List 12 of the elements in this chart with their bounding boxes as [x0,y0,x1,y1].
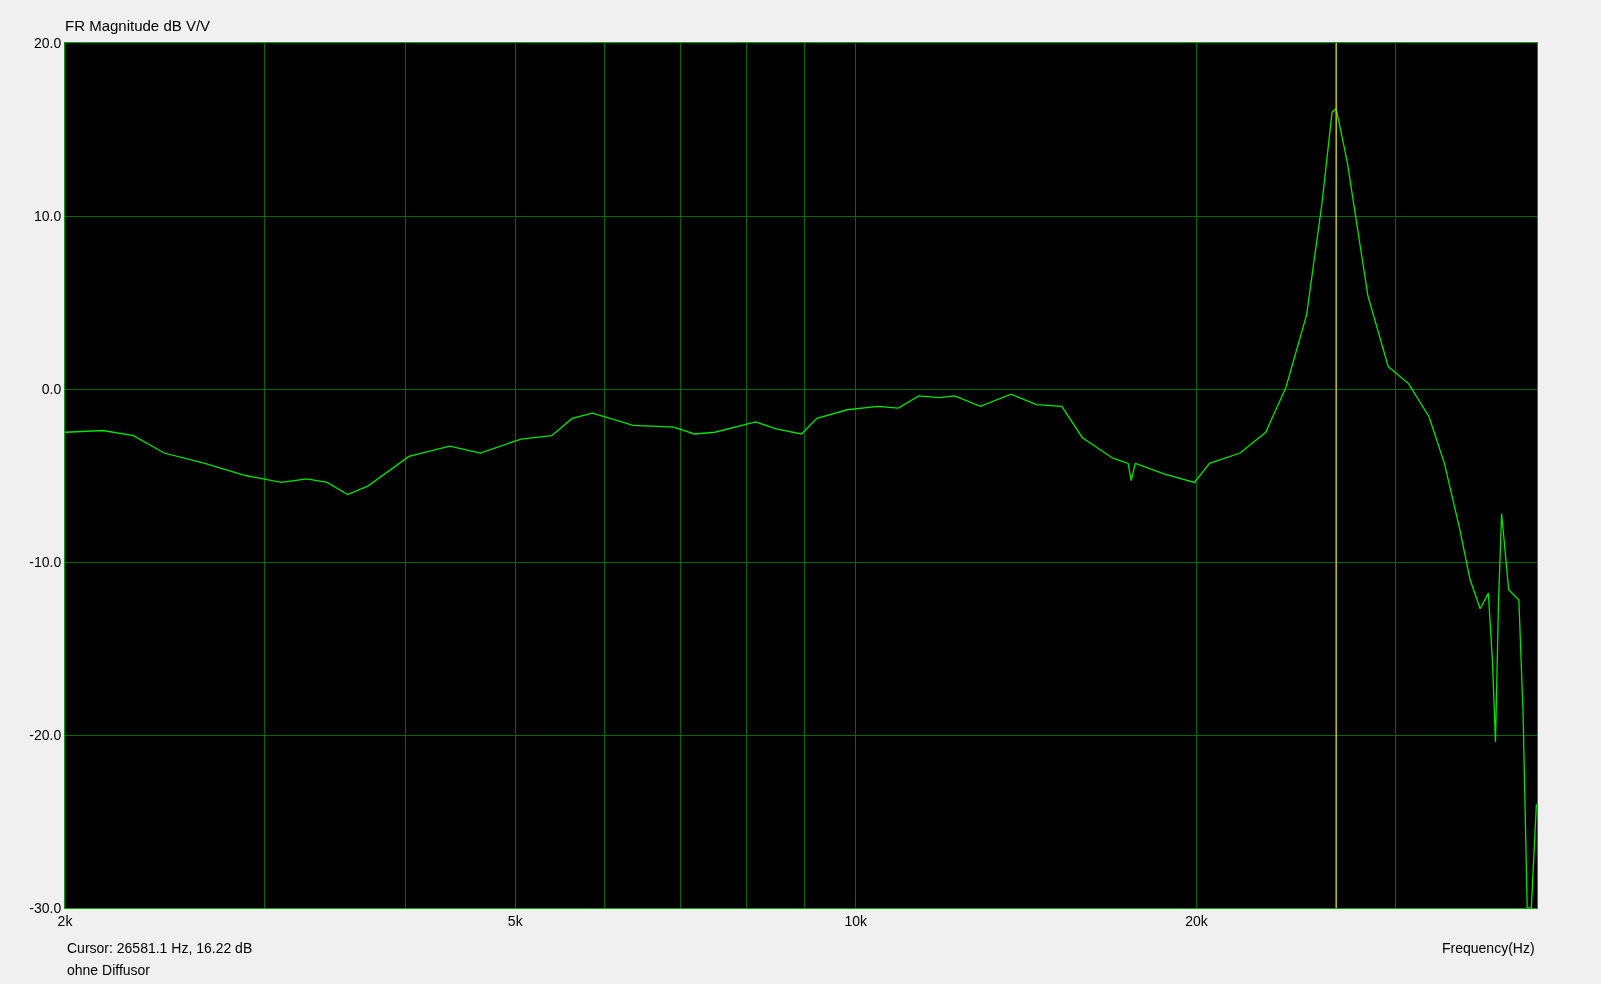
chart-title: FR Magnitude dB V/V [65,16,211,34]
y-tick-label: 0.0 [41,380,62,397]
x-axis-title: Frequency(Hz) [1442,940,1535,956]
text: ohne Diffusor [67,962,151,978]
x-tick-label: 20k [1185,912,1209,929]
x-tick-label: 10k [844,912,869,929]
y-tick-label: 10.0 [33,207,62,224]
y-tick-label: -20.0 [29,726,62,743]
x-tick-label: 5k [507,912,524,929]
text: Cursor: 26581.1 Hz, 16.22 dB [67,940,253,956]
y-tick-label: -10.0 [29,553,62,570]
y-tick-label: 20.0 [33,34,62,51]
